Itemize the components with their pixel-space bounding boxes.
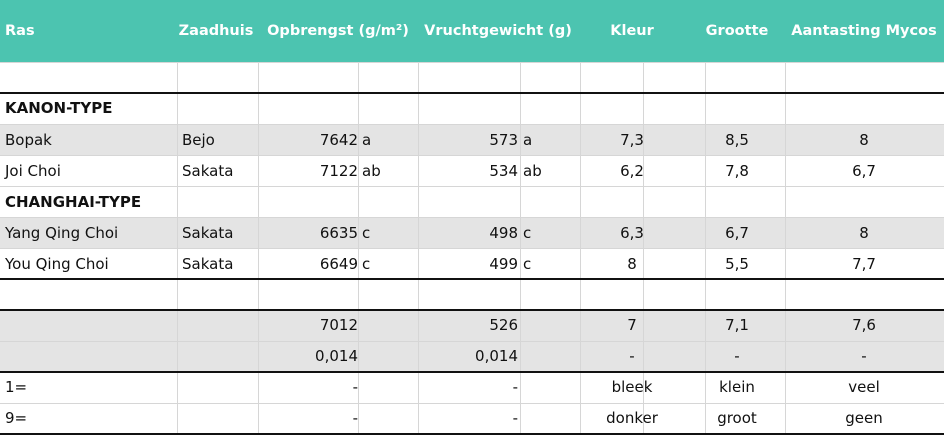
cell: 6649	[319, 255, 358, 273]
row-line	[0, 124, 944, 125]
cell: 0,014	[315, 347, 358, 365]
cell: 534	[489, 162, 518, 180]
thick-line	[0, 371, 944, 373]
cell: c	[523, 255, 532, 273]
cell: 8	[859, 131, 869, 149]
cell: -	[629, 347, 635, 365]
row-line	[0, 403, 944, 404]
cell: klein	[719, 378, 755, 396]
row-line	[0, 155, 944, 156]
cell: CHANGHAI-TYPE	[5, 193, 142, 211]
cell: Sakata	[182, 162, 234, 180]
cell: KANON-TYPE	[5, 99, 113, 117]
header-bar	[0, 0, 944, 62]
cell: -	[861, 347, 867, 365]
column-header: Kleur	[610, 23, 654, 39]
thick-line	[0, 92, 944, 94]
cell: donker	[606, 409, 658, 427]
cell: -	[734, 347, 740, 365]
cell: 7	[627, 316, 637, 334]
cell: geen	[845, 409, 883, 427]
cell: veel	[848, 378, 880, 396]
row-shade	[0, 310, 944, 341]
cell: ab	[362, 162, 381, 180]
cell: 6,7	[852, 162, 876, 180]
cell: 7,7	[852, 255, 876, 273]
cell: 8	[627, 255, 637, 273]
column-header: Zaadhuis	[178, 23, 254, 39]
cell: 7122	[319, 162, 358, 180]
cell: Bopak	[5, 131, 52, 149]
cell: 573	[489, 131, 518, 149]
cell: Bejo	[182, 131, 215, 149]
cell: c	[362, 224, 371, 242]
cell: 6,3	[620, 224, 644, 242]
cell: 6,2	[620, 162, 644, 180]
cell: 7,6	[852, 316, 876, 334]
cell: 7,8	[725, 162, 749, 180]
column-header: Grootte	[705, 23, 769, 39]
cell: 7,1	[725, 316, 749, 334]
cell: 7012	[319, 316, 358, 334]
cell: Joi Choi	[5, 162, 61, 180]
thick-line	[0, 309, 944, 311]
column-header: Aantasting Mycos	[791, 23, 937, 39]
cell: c	[362, 255, 371, 273]
row-shade	[0, 279, 944, 310]
cell: 526	[489, 316, 518, 334]
cell: a	[362, 131, 372, 149]
cell: 1=	[5, 378, 28, 396]
row-line	[0, 341, 944, 342]
column-header: Opbrengst (g/m²)	[267, 23, 409, 39]
cell: 0,014	[475, 347, 518, 365]
thick-line	[0, 278, 944, 280]
cell: -	[352, 409, 358, 427]
row-shade	[0, 125, 944, 156]
cell: -	[512, 409, 518, 427]
cell: a	[523, 131, 533, 149]
cell: Sakata	[182, 255, 234, 273]
column-header: Vruchtgewicht (g)	[424, 23, 572, 39]
cell: You Qing Choi	[5, 255, 109, 273]
cell: -	[512, 378, 518, 396]
cell: groot	[717, 409, 757, 427]
cell: 8	[859, 224, 869, 242]
column-header: Ras	[5, 23, 35, 39]
cell: 498	[489, 224, 518, 242]
cell: 6,7	[725, 224, 749, 242]
cell: Sakata	[182, 224, 234, 242]
cell: ab	[523, 162, 542, 180]
cell: Yang Qing Choi	[5, 224, 119, 242]
cell: -	[352, 378, 358, 396]
row-line	[0, 186, 944, 187]
cell: 8,5	[725, 131, 749, 149]
cell: c	[523, 224, 532, 242]
row-line	[0, 62, 944, 63]
cell: 9=	[5, 409, 28, 427]
cell: bleek	[611, 378, 653, 396]
row-line	[0, 248, 944, 249]
row-shade	[0, 341, 944, 372]
cell: 5,5	[725, 255, 749, 273]
cell: 499	[489, 255, 518, 273]
cell: 7,3	[620, 131, 644, 149]
row-line	[0, 217, 944, 218]
cell: 6635	[319, 224, 358, 242]
row-shade	[0, 218, 944, 249]
cell: 7642	[319, 131, 358, 149]
thick-line	[0, 433, 944, 435]
